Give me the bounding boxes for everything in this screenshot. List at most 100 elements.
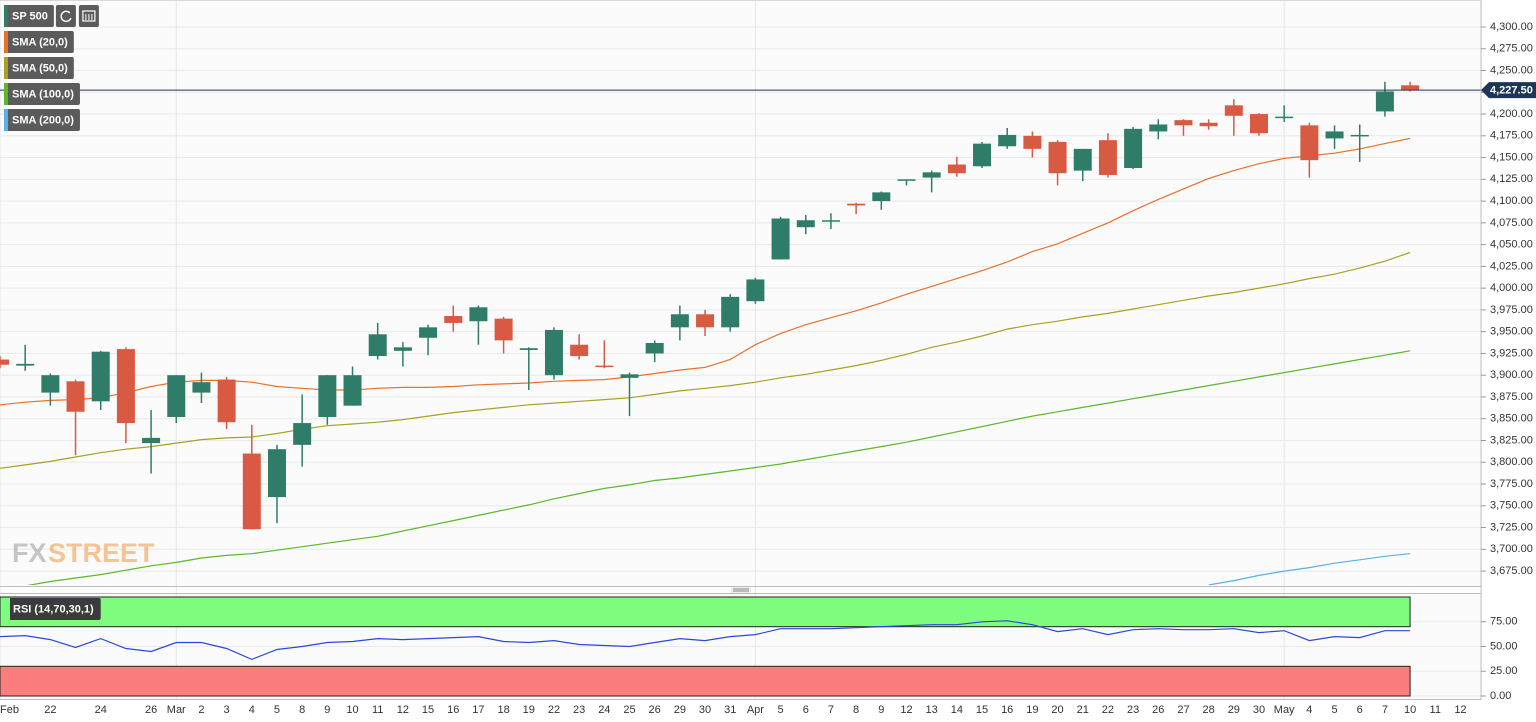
y-tick-label: 4,300.00 [1490, 21, 1533, 33]
candle-body [1275, 116, 1294, 119]
x-tick-label: 5 [274, 704, 280, 716]
x-tick-label: Apr [747, 704, 764, 716]
candle-body [595, 365, 614, 368]
watermark-fx: FX [12, 538, 47, 568]
x-tick-label: 26 [1152, 704, 1164, 716]
candle-body [293, 423, 312, 445]
legend-item[interactable]: SMA (200,0) [4, 109, 80, 131]
candle-body [142, 437, 161, 444]
x-tick-label: 21 [1077, 704, 1089, 716]
x-tick-label: 10 [1404, 704, 1416, 716]
x-tick-label: 9 [878, 704, 884, 716]
button-bg [55, 5, 76, 27]
y-tick-label: 3,850.00 [1490, 413, 1533, 425]
y-tick-label: 4,125.00 [1490, 173, 1533, 185]
candle-body [167, 375, 186, 417]
y-tick-label: 3,925.00 [1490, 347, 1533, 359]
legend-label: SP 500 [12, 10, 48, 22]
x-tick-label: 5 [778, 704, 784, 716]
candle-body [318, 375, 337, 417]
candle-body [847, 203, 866, 206]
x-tick-label: 27 [1177, 704, 1189, 716]
candle-body [1325, 131, 1344, 139]
x-tick-label: 16 [1001, 704, 1013, 716]
legend-swatch [4, 57, 8, 79]
legend-label: RSI (14,70,30,1) [13, 603, 94, 615]
candle-body [1023, 135, 1042, 149]
candle-body [444, 316, 463, 323]
x-tick-label: 29 [1228, 704, 1240, 716]
x-tick-label: 7 [1382, 704, 1388, 716]
candle-body [116, 349, 135, 424]
x-tick-label: 4 [249, 704, 255, 716]
candle-body [1375, 91, 1394, 112]
y-tick-label: 4,150.00 [1490, 151, 1533, 163]
y-tick-label: 3,825.00 [1490, 434, 1533, 446]
y-tick-label: 3,775.00 [1490, 478, 1533, 490]
x-tick-label: 19 [523, 704, 535, 716]
candle-body [368, 334, 387, 357]
sma-line [0, 251, 1411, 469]
last-value-label: 4,227.50 [1490, 85, 1533, 97]
x-tick-label: 13 [926, 704, 938, 716]
candle-body [267, 449, 286, 498]
candle-body [796, 220, 815, 228]
sma-line [1208, 553, 1411, 585]
candle-body [16, 363, 35, 366]
x-tick-label: 31 [724, 704, 736, 716]
candle-body [66, 381, 85, 412]
x-tick-label: 14 [951, 704, 963, 716]
x-tick-label: 15 [422, 704, 434, 716]
y-tick-label: 4,000.00 [1490, 282, 1533, 294]
legend-item[interactable]: SMA (20,0) [4, 31, 74, 53]
x-tick-label: 28 [1203, 704, 1215, 716]
candle-body [947, 164, 966, 174]
legend-item[interactable]: SMA (50,0) [4, 57, 74, 79]
y-tick-label: 4,175.00 [1490, 130, 1533, 142]
x-tick-label: 4 [1306, 704, 1312, 716]
legend-label: SMA (20,0) [12, 36, 68, 48]
x-tick-label: 8 [853, 704, 859, 716]
legend-item[interactable]: SP 500 [4, 5, 54, 27]
rsi-line [0, 620, 1411, 661]
candle-body [242, 453, 261, 530]
settings-icon-bars [85, 14, 93, 20]
legend-label: SMA (50,0) [12, 62, 68, 74]
candle-body [771, 218, 790, 260]
legend-swatch [6, 598, 10, 620]
legend-item[interactable]: SMA (100,0) [4, 83, 80, 105]
candle-body [519, 348, 538, 350]
x-tick-label: 11 [372, 704, 383, 716]
legend-item[interactable]: RSI (14,70,30,1) [6, 598, 101, 620]
price-panel [0, 0, 1481, 586]
legend-bg [6, 598, 101, 620]
candle-body [922, 172, 941, 178]
refresh-button[interactable] [55, 5, 76, 27]
legend-bg [4, 57, 74, 79]
x-tick-label: Mar [167, 704, 186, 716]
candle-body [41, 375, 60, 393]
y-tick-label: 3,675.00 [1490, 565, 1533, 577]
y-tick-label: 0.00 [1490, 690, 1511, 702]
y-tick-label: 25.00 [1490, 665, 1518, 677]
candle-body [0, 359, 9, 365]
x-tick-label: 11 [1430, 704, 1441, 716]
x-tick-label: Feb [0, 704, 19, 716]
y-tick-label: 3,725.00 [1490, 521, 1533, 533]
candle-body [645, 342, 664, 354]
x-tick-label: 12 [900, 704, 912, 716]
x-tick-label: 22 [1102, 704, 1114, 716]
settings-icon [82, 10, 96, 22]
legend-swatch [4, 83, 8, 105]
y-tick-label: 4,050.00 [1490, 239, 1533, 251]
candle-body [696, 314, 715, 328]
settings-button[interactable] [78, 5, 99, 27]
x-tick-label: 22 [44, 704, 56, 716]
y-tick-label: 3,875.00 [1490, 391, 1533, 403]
y-tick-label: 4,100.00 [1490, 195, 1533, 207]
candle-body [973, 143, 992, 167]
candle-body [393, 347, 412, 351]
x-tick-label: May [1274, 704, 1295, 716]
resize-handle[interactable] [731, 587, 751, 593]
